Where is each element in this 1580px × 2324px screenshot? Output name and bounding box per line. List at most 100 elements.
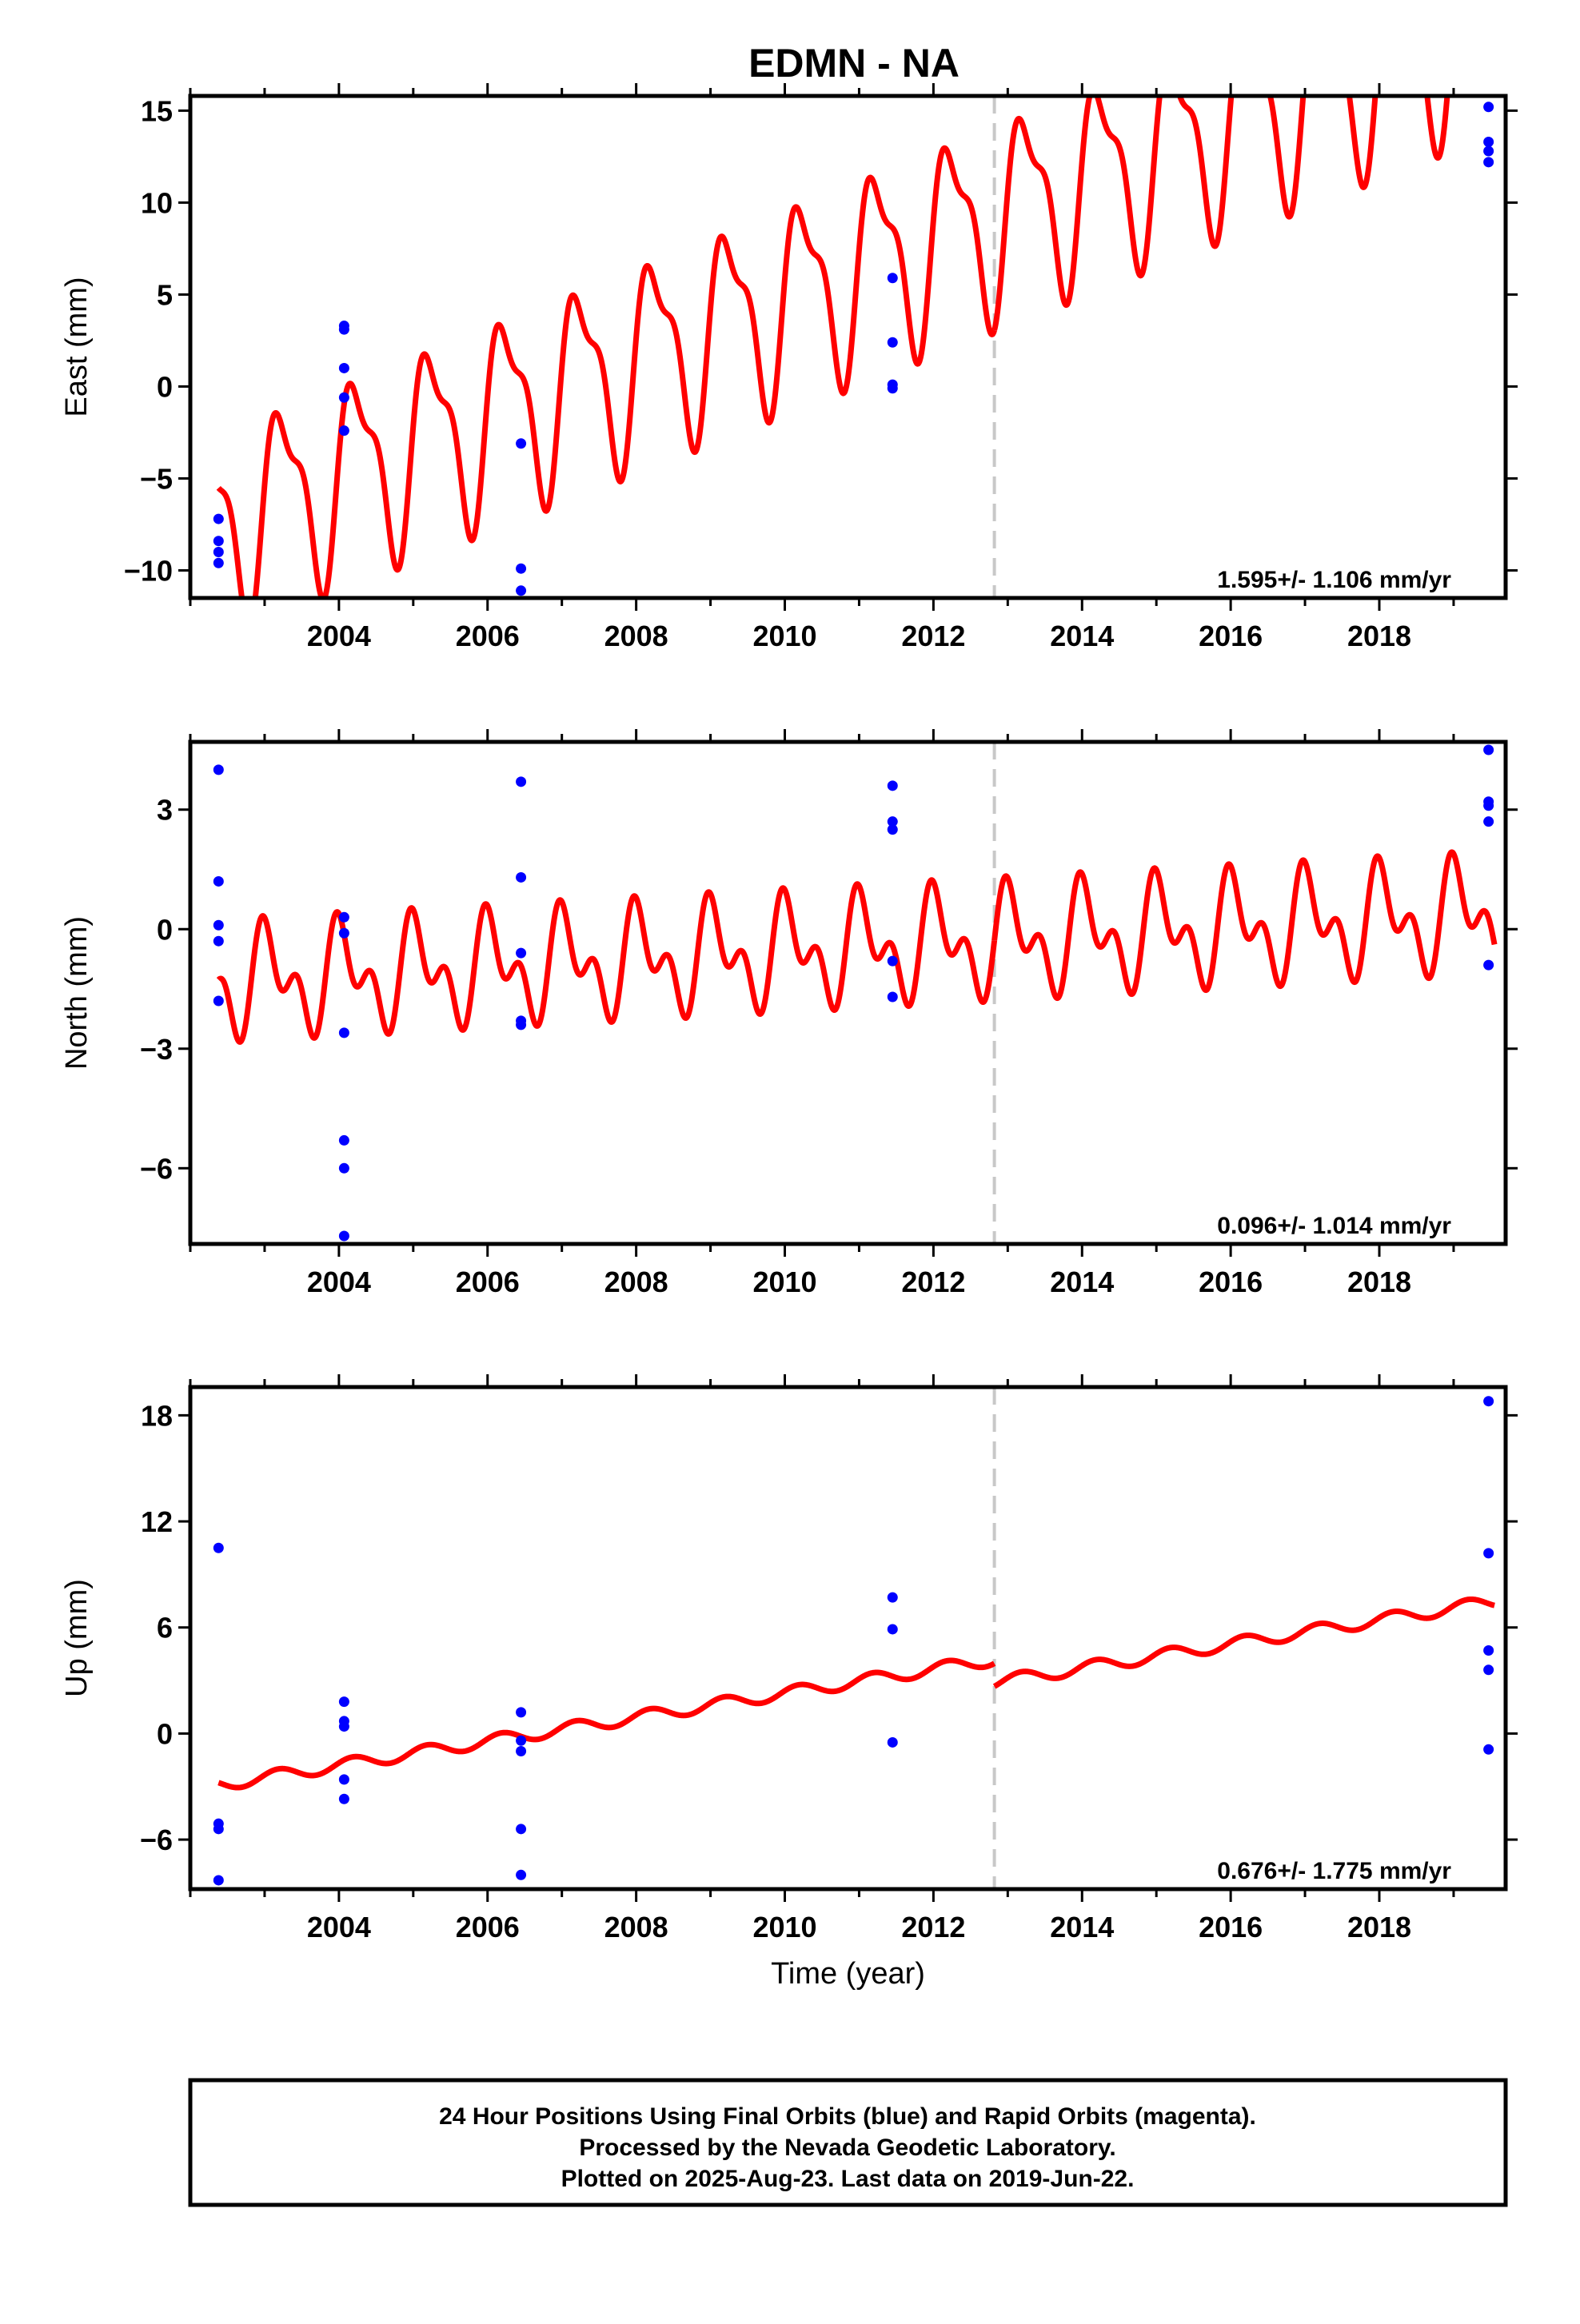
data-point	[338, 362, 349, 373]
data-point	[887, 955, 898, 967]
model-group	[213, 1396, 1497, 1886]
model-curve-segment	[991, 1596, 1497, 1689]
data-point	[887, 780, 898, 791]
data-point	[516, 1746, 527, 1757]
data-point	[887, 1624, 898, 1635]
data-point	[213, 995, 224, 1007]
y-tick-label: −5	[140, 462, 173, 495]
plot-frame	[188, 1385, 1508, 1891]
y-tick-label: 5	[157, 278, 173, 311]
data-point	[338, 1774, 349, 1785]
data-point	[1483, 157, 1494, 168]
y-tick-label: 0	[157, 913, 173, 946]
data-point	[338, 1230, 349, 1242]
data-point	[516, 1735, 527, 1746]
data-point	[213, 935, 224, 947]
data-point	[213, 513, 224, 524]
plot-frame	[188, 739, 1508, 1246]
model-curve-segment	[216, 1657, 997, 1791]
panel-east: −10 −5 0 5 10 15 2004 2006 2008 2010 2012 2014 2016 2…	[60, 83, 1518, 652]
x-tick-label: 2008	[604, 620, 668, 652]
data-point	[338, 1793, 349, 1804]
data-point	[338, 324, 349, 335]
y-axis-label: Up (mm)	[60, 1579, 94, 1697]
panel-north: −6 −3 0 3 2004 2006 2008 2010 2012 2014 2016 2018 No…	[60, 729, 1518, 1298]
x-tick-label: 2016	[1199, 620, 1263, 652]
y-tick-label: 0	[157, 370, 173, 403]
data-point	[887, 1736, 898, 1748]
x-tick-label: 2018	[1347, 1266, 1411, 1298]
model-curve-segment	[216, 145, 997, 598]
data-point	[338, 392, 349, 403]
footer-line-1: 24 Hour Positions Using Final Orbits (bl…	[439, 2103, 1256, 2130]
y-tick-label: 0	[157, 1717, 173, 1750]
data-point	[1483, 1664, 1494, 1676]
footer-box: 24 Hour Positions Using Final Orbits (bl…	[188, 2078, 1508, 2207]
footer-line-3: Plotted on 2025-Aug-23. Last data on 201…	[561, 2166, 1135, 2192]
data-point	[1483, 1744, 1494, 1755]
y-tick-label: −6	[140, 1824, 173, 1856]
panels: −10 −5 0 5 10 15 2004 2006 2008 2010 2012 2014 2016 2…	[60, 83, 1518, 1991]
data-point	[213, 1542, 224, 1553]
rate-annotation: 0.676+/- 1.775 mm/yr	[1217, 1858, 1451, 1884]
data-point	[1483, 800, 1494, 811]
data-point	[516, 776, 527, 787]
data-point	[1483, 145, 1494, 157]
model-group	[213, 744, 1498, 1242]
data-point	[1483, 744, 1494, 755]
y-tick-label: 18	[141, 1399, 173, 1432]
data-point	[213, 1824, 224, 1835]
x-tick-label: 2018	[1347, 1911, 1411, 1943]
model-curve-segment	[991, 849, 1498, 1002]
data-point	[213, 875, 224, 887]
data-point	[887, 383, 898, 394]
y-tick-label: −10	[124, 554, 173, 587]
data-point	[887, 337, 898, 348]
y-tick-label: 15	[141, 94, 173, 127]
data-point	[516, 1869, 527, 1880]
data-point	[516, 438, 527, 449]
x-tick-label: 2010	[752, 1911, 816, 1943]
data-point	[213, 546, 224, 557]
data-point	[1483, 959, 1494, 971]
chart-title: EDMN - NA	[748, 41, 960, 86]
data-point	[516, 1824, 527, 1835]
y-axis-label: North (mm)	[60, 916, 94, 1070]
x-tick-label: 2004	[307, 1911, 371, 1943]
data-point	[1483, 816, 1494, 827]
data-point	[338, 1696, 349, 1708]
data-point	[213, 1875, 224, 1886]
rate-annotation: 0.096+/- 1.014 mm/yr	[1217, 1213, 1451, 1239]
x-tick-label: 2010	[752, 1266, 816, 1298]
y-tick-label: 12	[141, 1505, 173, 1538]
data-point	[213, 536, 224, 547]
x-tick-label: 2010	[752, 620, 816, 652]
x-tick-label: 2006	[456, 620, 520, 652]
data-point	[1483, 1396, 1494, 1407]
x-tick-label: 2016	[1199, 1911, 1263, 1943]
data-point	[213, 557, 224, 568]
x-tick-label: 2018	[1347, 620, 1411, 652]
x-tick-label: 2004	[307, 620, 371, 652]
x-tick-label: 2012	[901, 1911, 965, 1943]
data-point	[1483, 1644, 1494, 1656]
data-point	[338, 911, 349, 923]
data-point	[887, 816, 898, 827]
data-point	[1483, 102, 1494, 113]
data-point	[516, 563, 527, 574]
y-tick-label: −6	[140, 1152, 173, 1185]
x-tick-label: 2006	[456, 1266, 520, 1298]
data-point	[1483, 1548, 1494, 1559]
data-point	[213, 919, 224, 931]
y-tick-label: −3	[140, 1033, 173, 1066]
data-point	[516, 1019, 527, 1030]
model-group	[213, 96, 1494, 598]
model-curve-segment	[991, 96, 1450, 331]
data-point	[516, 585, 527, 596]
data-point	[516, 947, 527, 959]
model-curve-segment	[216, 877, 998, 1045]
x-tick-label: 2014	[1050, 620, 1114, 652]
rate-annotation: 1.595+/- 1.106 mm/yr	[1217, 567, 1451, 593]
